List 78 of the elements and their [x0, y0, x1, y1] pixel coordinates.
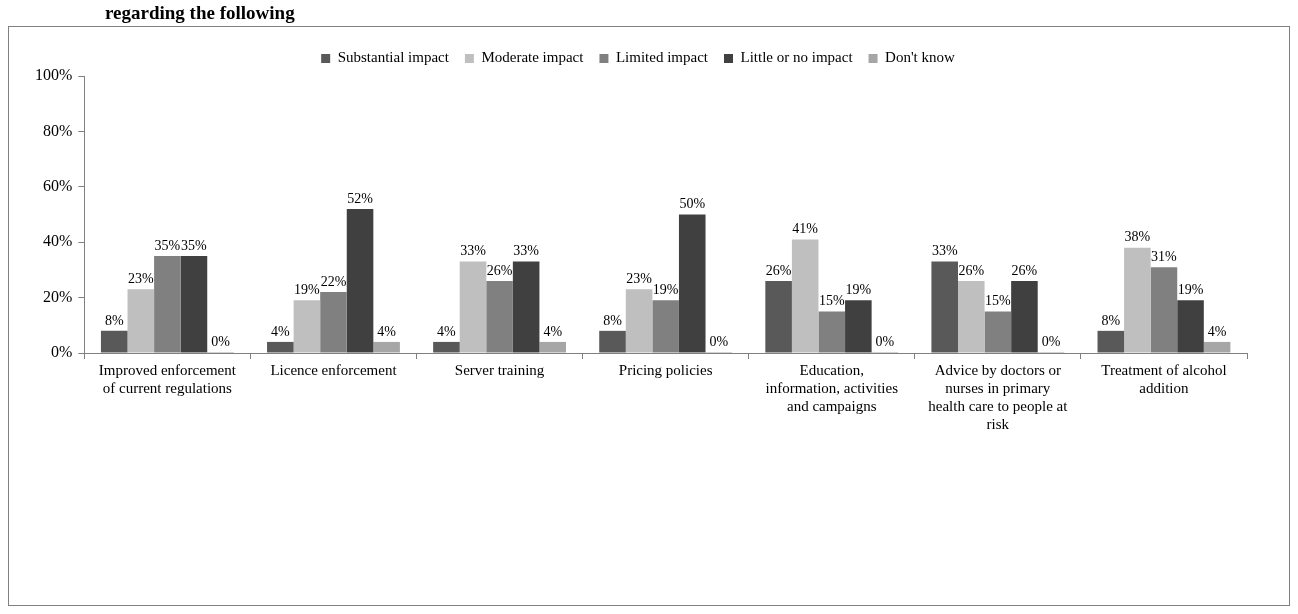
data-label: 0%: [709, 333, 729, 349]
data-label: 4%: [543, 323, 563, 339]
bar: [625, 289, 653, 353]
data-label: 26%: [958, 262, 985, 278]
data-label: 4%: [270, 323, 290, 339]
bar: [1177, 300, 1204, 353]
bar: [1011, 280, 1038, 353]
data-label: 0%: [211, 333, 231, 349]
legend-label: Little or no impact: [740, 49, 854, 66]
bar: [459, 261, 487, 353]
data-label: 33%: [460, 243, 487, 259]
data-label: 52%: [347, 190, 374, 206]
data-label: 50%: [679, 196, 706, 212]
data-label: 8%: [104, 312, 124, 328]
data-label: 33%: [931, 243, 958, 259]
bar: [957, 280, 985, 353]
data-label: 41%: [792, 221, 819, 237]
bar: [433, 341, 460, 353]
data-label: 15%: [818, 293, 845, 309]
data-label: 19%: [294, 282, 321, 298]
data-label: 35%: [181, 237, 208, 253]
bar: [346, 208, 374, 353]
x-tick-label: Server training: [454, 361, 545, 378]
y-tick-label: 100%: [35, 66, 73, 84]
bar: [127, 289, 155, 353]
data-label: 23%: [626, 270, 653, 286]
y-tick-label: 60%: [43, 177, 73, 194]
data-label: 31%: [1151, 248, 1178, 264]
bar: [100, 330, 128, 353]
data-label: 38%: [1124, 229, 1151, 245]
x-tick-label: Advice by doctors or nurses in primary health care to people at risk: [928, 361, 1069, 432]
bar: [1097, 330, 1125, 353]
data-label: 19%: [845, 282, 872, 298]
data-label: 15%: [985, 293, 1012, 309]
bar: [931, 261, 958, 353]
x-tick-label: Pricing policies: [618, 361, 713, 378]
bar: [765, 280, 792, 353]
data-label: 26%: [1011, 262, 1038, 278]
legend-label: Limited impact: [615, 49, 709, 66]
data-label: 33%: [513, 243, 540, 259]
data-label: 4%: [437, 323, 457, 339]
data-label: 26%: [765, 262, 792, 278]
data-label: 19%: [652, 282, 679, 298]
legend-label: Don't know: [885, 49, 955, 66]
bar: [180, 256, 208, 353]
data-label: 8%: [1101, 312, 1121, 328]
data-label: 26%: [486, 262, 513, 278]
bar: [599, 330, 626, 353]
y-tick-label: 80%: [43, 121, 73, 139]
data-label: 0%: [875, 333, 895, 349]
chart-title: regarding the following: [105, 2, 295, 24]
bar: [678, 214, 706, 353]
bar: [845, 300, 872, 353]
bar: [267, 341, 294, 353]
data-label: 8%: [603, 312, 623, 328]
bar: [1124, 247, 1151, 353]
bar: [293, 300, 321, 353]
data-label: 0%: [1041, 333, 1061, 349]
data-label: 23%: [127, 270, 154, 286]
y-tick-label: 20%: [43, 287, 73, 305]
x-tick-label: Licence enforcement: [270, 361, 398, 378]
bar: [512, 261, 540, 353]
y-tick-label: 0%: [51, 343, 73, 361]
bar: [1203, 341, 1231, 353]
x-tick-label: Improved enforcement of current regulations: [98, 361, 237, 396]
data-label: 19%: [1177, 282, 1204, 298]
x-tick-label: Education, information, activities and campaigns: [765, 361, 899, 414]
legend-label: Moderate impact: [481, 49, 585, 66]
bar: [791, 239, 819, 353]
x-tick-label: Treatment of alcohol addition: [1101, 361, 1227, 396]
bar: [539, 341, 567, 353]
data-label: 4%: [1207, 323, 1227, 339]
legend-label: Substantial impact: [337, 49, 450, 66]
data-label: 4%: [377, 323, 397, 339]
data-label: 35%: [154, 237, 181, 253]
bar: [373, 341, 400, 353]
y-tick-label: 40%: [43, 232, 73, 250]
data-label: 22%: [320, 273, 347, 289]
